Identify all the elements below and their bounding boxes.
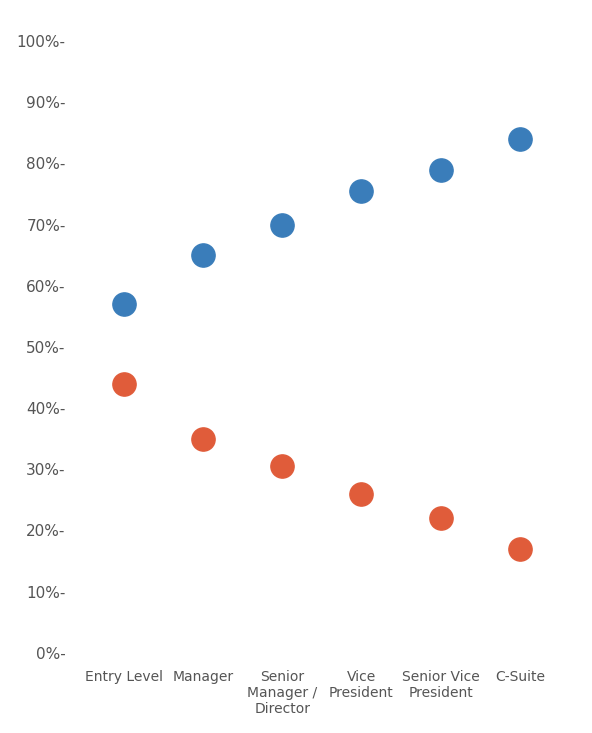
Point [278,460,287,472]
Point [198,249,208,261]
Point [119,298,128,310]
Point [198,432,208,444]
Point [357,185,366,197]
Point [436,163,445,175]
Point [515,133,525,145]
Point [436,512,445,524]
Point [278,218,287,230]
Point [357,488,366,500]
Point [119,377,128,389]
Point [515,543,525,555]
